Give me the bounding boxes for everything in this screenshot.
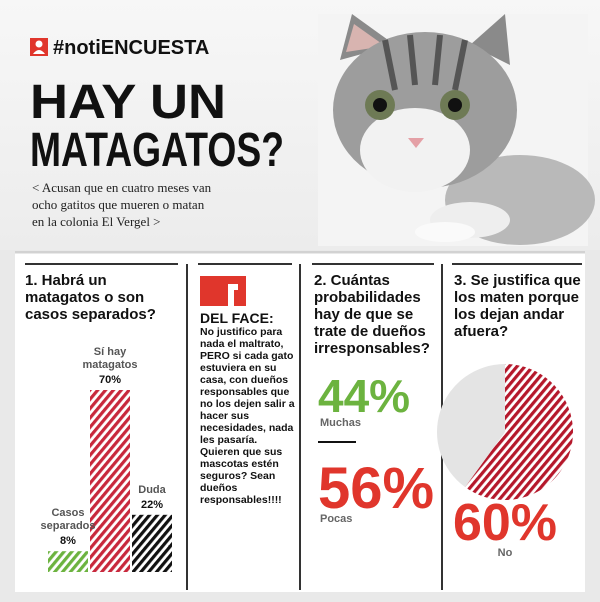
big-number: 56% — [318, 456, 434, 521]
title-line: MATAGATOS? — [30, 124, 284, 177]
del-face-title: DEL FACE: — [200, 310, 274, 326]
pie-value-label: 60% — [453, 494, 557, 552]
bar-value-label: 70% — [98, 374, 122, 386]
subtitle-line: ocho gatitos que mueren o matan — [32, 197, 205, 212]
pie-slice — [465, 364, 573, 500]
bar-value-label: 22% — [140, 498, 164, 511]
title-line: HAY UN — [30, 76, 226, 129]
bar-value-label: 8% — [60, 535, 76, 548]
category-label: Muchas — [320, 417, 361, 429]
pie-category-label: No — [498, 547, 513, 559]
panel-rules — [25, 263, 582, 590]
bar — [90, 390, 130, 572]
subtitle-line: < Acusan que en cuatro meses van — [32, 180, 212, 195]
facebook-icon-f — [228, 284, 238, 306]
brand-icon-head — [35, 40, 43, 48]
subtitle-line: en la colonia El Vergel > — [32, 214, 161, 229]
del-face-text: No justifico para nada el maltrato, PERO… — [200, 326, 295, 506]
panel-title: 1. Habrá un matagatos o son casos separa… — [25, 272, 156, 323]
brand-icon-body — [33, 50, 45, 54]
bar — [48, 551, 88, 572]
facebook-icon — [200, 276, 246, 306]
big-number: 44% — [318, 370, 410, 422]
bar-category-label: Sí hay matagatos — [82, 346, 138, 371]
category-label: Pocas — [320, 513, 352, 525]
bar-category-label: Duda — [138, 483, 166, 496]
bar-category-label: Casos separados — [40, 507, 96, 533]
pie-slice — [436, 364, 505, 488]
kitten-photo — [318, 14, 595, 246]
panel-title: 3. Se justifica que los maten porque los… — [454, 272, 581, 340]
hashtag: #notiENCUESTA — [53, 37, 209, 59]
bar — [132, 514, 172, 572]
panel-title: 2. Cuántas probabilidades hay de que se … — [314, 272, 430, 357]
